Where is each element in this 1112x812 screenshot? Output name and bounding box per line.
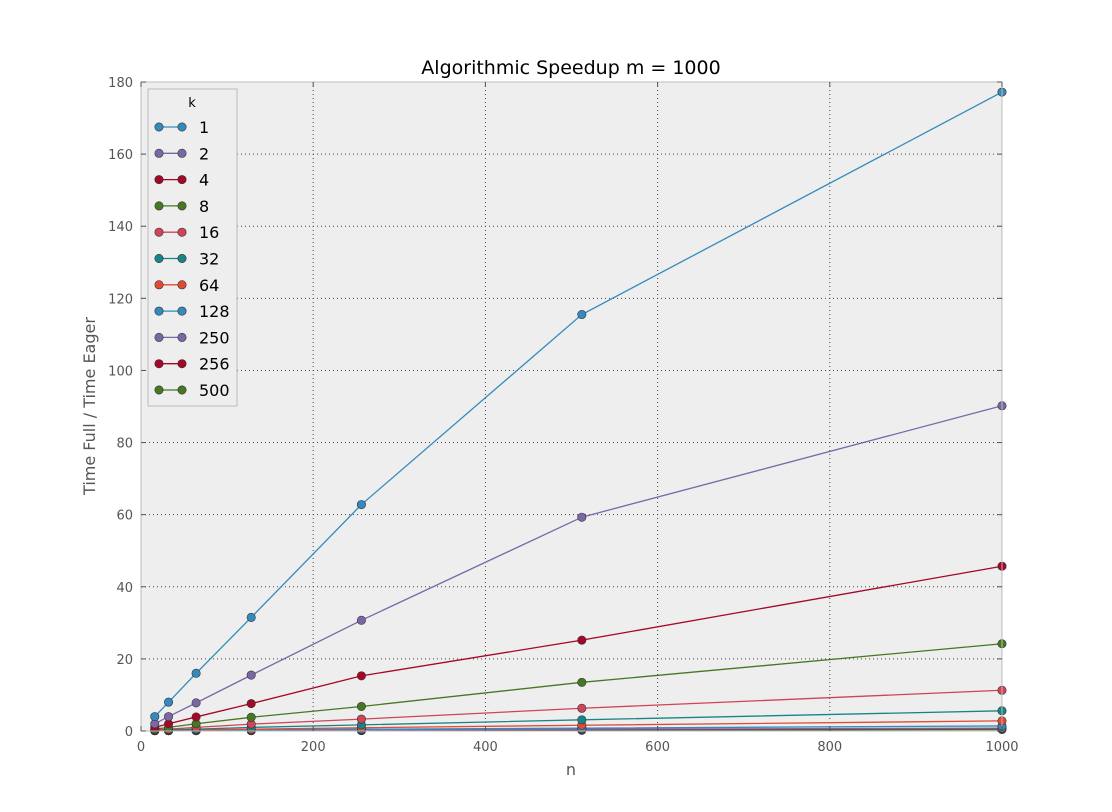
data-point: [356, 714, 366, 724]
legend-marker: [177, 332, 187, 342]
data-point: [246, 670, 256, 680]
data-point: [164, 712, 174, 722]
legend-entry: 256: [154, 355, 230, 374]
x-tick-label: 800: [817, 740, 842, 755]
legend-marker: [177, 306, 187, 316]
x-axis-label: n: [566, 760, 576, 779]
data-point: [191, 712, 201, 722]
legend-label: 16: [199, 223, 219, 242]
legend-entry: 64: [154, 276, 219, 295]
legend-entry: 8: [154, 197, 209, 216]
legend-label: 64: [199, 276, 219, 295]
legend-entry: 16: [154, 223, 219, 242]
legend-marker: [177, 175, 187, 185]
legend-marker: [154, 385, 164, 395]
legend-marker: [177, 122, 187, 132]
y-tick-label: 180: [108, 76, 133, 91]
x-tick-label: 0: [137, 740, 145, 755]
chart-title: Algorithmic Speedup m = 1000: [421, 57, 720, 79]
legend-marker: [154, 148, 164, 158]
x-tick-label: 200: [301, 740, 326, 755]
data-point: [356, 701, 366, 711]
y-tick-label: 160: [108, 148, 133, 163]
data-point: [356, 500, 366, 510]
legend-label: 2: [199, 144, 209, 163]
legend-label: 128: [199, 302, 230, 321]
legend-label: 500: [199, 381, 230, 400]
y-axis-label: Time Full / Time Eager: [80, 317, 99, 496]
legend-entry: 500: [154, 381, 230, 400]
legend-marker: [154, 175, 164, 185]
data-point: [356, 615, 366, 625]
legend-marker: [177, 227, 187, 237]
legend-marker: [177, 359, 187, 369]
x-tick-label: 400: [473, 740, 498, 755]
y-tick-label: 140: [108, 220, 133, 235]
legend-marker: [177, 385, 187, 395]
data-point: [246, 612, 256, 622]
plot-frame: [140, 81, 1003, 732]
legend-entry: 4: [154, 171, 209, 190]
grid: [141, 82, 1002, 731]
data-point: [577, 310, 587, 320]
x-tick-label: 1000: [985, 740, 1018, 755]
legend-label: 1: [199, 118, 209, 137]
data-point: [577, 715, 587, 725]
y-tick-label: 60: [116, 509, 133, 524]
legend-entry: 128: [154, 302, 230, 321]
plot-area: [141, 82, 1002, 731]
legend-label: 32: [199, 250, 219, 269]
legend-entry: 1: [154, 118, 209, 137]
x-tick-label: 600: [645, 740, 670, 755]
legend-marker: [154, 122, 164, 132]
legend-marker: [154, 332, 164, 342]
y-tick-label: 40: [116, 581, 133, 596]
data-point: [577, 703, 587, 713]
axis-ticks: 0 200 400 600 800 100002040608010012014016018…: [108, 76, 1018, 755]
y-tick-label: 100: [108, 364, 133, 379]
legend-marker: [154, 201, 164, 211]
legend-entry: 2: [154, 144, 209, 163]
legend-marker: [177, 148, 187, 158]
legend-box: [147, 88, 238, 407]
legend-marker: [177, 201, 187, 211]
legend-entry: 32: [154, 250, 219, 269]
data-point: [246, 712, 256, 722]
legend-marker: [177, 254, 187, 264]
legend-marker: [154, 227, 164, 237]
data-point: [191, 698, 201, 708]
legend: k1 2 4 8 16 32 64 128 250 256 500: [147, 88, 238, 407]
data-point: [577, 677, 587, 687]
legend-entry: 250: [154, 328, 230, 347]
legend-marker: [154, 280, 164, 290]
data-point: [577, 512, 587, 522]
y-tick-label: 120: [108, 292, 133, 307]
legend-marker: [177, 280, 187, 290]
data-point: [246, 699, 256, 709]
legend-marker: [154, 359, 164, 369]
legend-marker: [154, 306, 164, 316]
data-point: [191, 668, 201, 678]
legend-label: 8: [199, 197, 209, 216]
legend-label: 250: [199, 328, 230, 347]
legend-marker: [154, 254, 164, 264]
data-point: [577, 635, 587, 645]
y-tick-label: 20: [116, 653, 133, 668]
data-point: [356, 671, 366, 681]
series-2: [150, 401, 1007, 729]
data-point: [164, 697, 174, 707]
y-tick-label: 80: [116, 437, 133, 452]
data-point: [150, 712, 160, 722]
legend-label: 4: [199, 171, 209, 190]
y-tick-label: 0: [125, 725, 133, 740]
legend-title: k: [188, 96, 196, 111]
series-4: [150, 561, 1007, 732]
legend-label: 256: [199, 355, 230, 374]
